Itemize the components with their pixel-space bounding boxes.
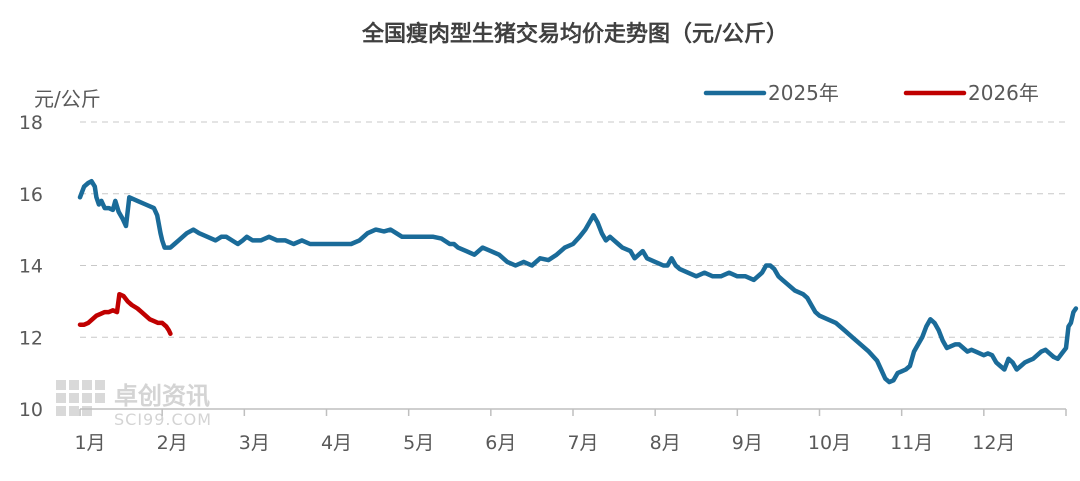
watermark-subtext: SCI99.COM xyxy=(114,410,212,429)
y-tick-label: 12 xyxy=(19,327,43,349)
x-tick-label: 5月 xyxy=(403,432,434,454)
legend: 2025年 2026年 xyxy=(703,81,1039,105)
y-tick-label: 18 xyxy=(19,112,43,134)
x-tick-label: 9月 xyxy=(732,432,763,454)
x-tick-label: 4月 xyxy=(321,432,352,454)
x-axis: 1月 2月 3月 4月 5月 6月 7月 8月 9月 10月 11月 12月 xyxy=(74,408,1067,454)
grid xyxy=(80,121,1066,338)
x-tick-label: 2月 xyxy=(157,432,188,454)
x-tick-label: 1月 xyxy=(74,432,105,454)
x-tick-label: 8月 xyxy=(650,432,681,454)
x-tick-label: 3月 xyxy=(239,432,270,454)
x-tick-label: 6月 xyxy=(485,432,516,454)
y-tick-label: 14 xyxy=(19,256,43,278)
series-line-2026 xyxy=(77,291,173,336)
x-tick-label: 11月 xyxy=(890,432,933,454)
y-tick-label: 16 xyxy=(19,184,43,206)
legend-label: 2025年 xyxy=(768,81,839,105)
chart-title: 全国瘦肉型生猪交易均价走势图（元/公斤） xyxy=(361,21,788,47)
series-layer xyxy=(77,178,1079,385)
x-tick-label: 10月 xyxy=(808,432,851,454)
watermark-logo-icon xyxy=(56,380,105,416)
x-tick-label: 7月 xyxy=(567,432,598,454)
series-line-2025 xyxy=(77,178,1079,385)
watermark-text: 卓创资讯 xyxy=(114,382,210,410)
y-axis-unit-label: 元/公斤 xyxy=(34,87,101,111)
legend-label: 2026年 xyxy=(968,81,1039,105)
y-axis: 18 16 14 12 10 xyxy=(19,112,43,421)
watermark: 卓创资讯 SCI99.COM xyxy=(56,380,212,429)
y-tick-label: 10 xyxy=(19,399,43,421)
x-tick-label: 12月 xyxy=(972,432,1015,454)
